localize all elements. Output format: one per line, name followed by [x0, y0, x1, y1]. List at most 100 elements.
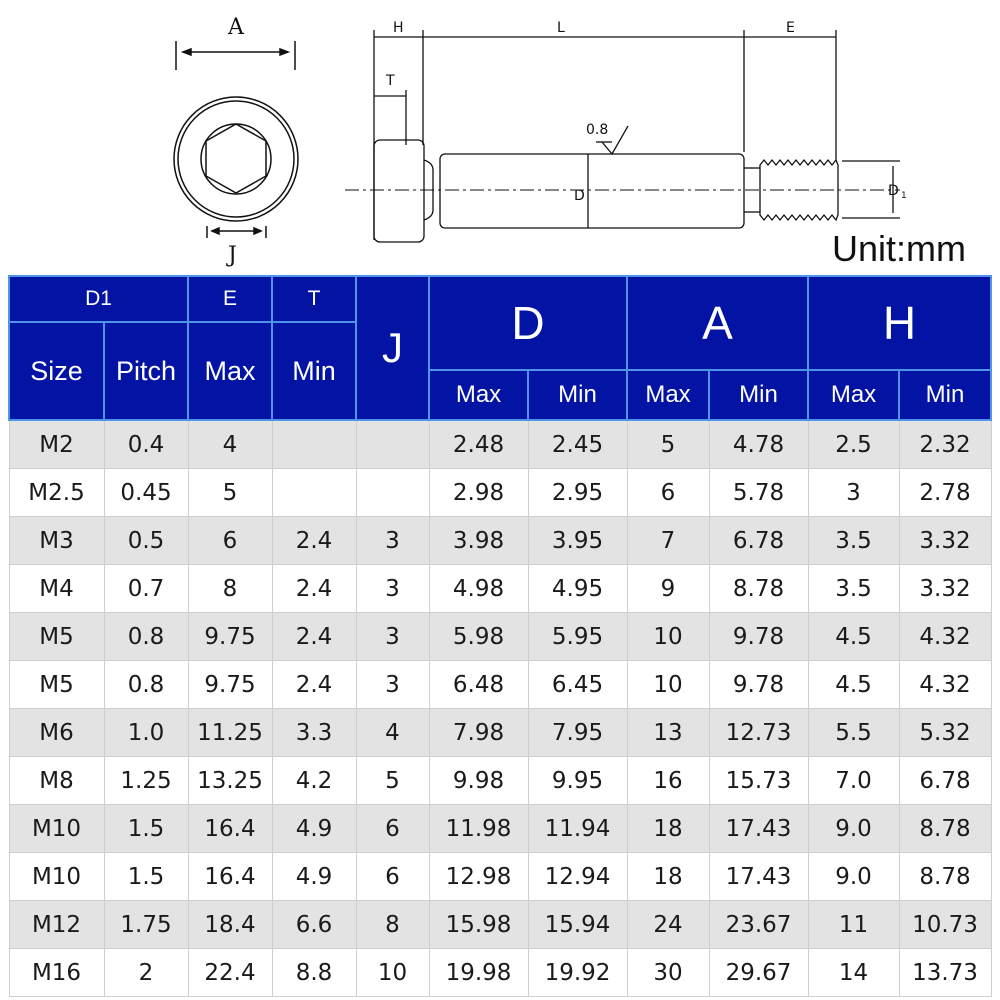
- cell-a-max: 6: [626, 468, 710, 517]
- cell-j: 5: [355, 756, 430, 805]
- spec-table: D1 E T J D A H Size Pitch Max Min Max Mi…: [8, 275, 992, 997]
- cell-a-min: 4.78: [708, 419, 809, 469]
- cell-size: M12: [8, 900, 105, 949]
- cell-d-min: 4.95: [527, 564, 628, 613]
- cell-a-max: 24: [626, 900, 710, 949]
- cell-t-min: 3.3: [271, 708, 357, 757]
- cell-a-min: 15.73: [708, 756, 809, 805]
- table-row: M2 0.4 4 2.48 2.45 5 4.78 2.5 2.32: [8, 419, 992, 469]
- cell-d-max: 3.98: [428, 516, 529, 565]
- side-view: [345, 30, 900, 243]
- cell-h-min: 2.78: [898, 468, 992, 517]
- cell-d-min: 2.45: [527, 419, 628, 469]
- cell-e-max: 5: [187, 468, 273, 517]
- header-h-min: Min: [898, 369, 992, 421]
- cell-a-min: 17.43: [708, 804, 809, 853]
- header-d-max: Max: [428, 369, 529, 421]
- unit-label: Unit:mm: [832, 228, 966, 269]
- cell-d-max: 12.98: [428, 852, 529, 901]
- cell-d-min: 9.95: [527, 756, 628, 805]
- header-a-max: Max: [626, 369, 710, 421]
- cell-h-min: 4.32: [898, 612, 992, 661]
- cell-size: M6: [8, 708, 105, 757]
- cell-t-min: 4.9: [271, 804, 357, 853]
- cell-e-max: 11.25: [187, 708, 273, 757]
- cell-h-min: 6.78: [898, 756, 992, 805]
- cell-t-min: [271, 468, 357, 517]
- cell-t-min: 4.9: [271, 852, 357, 901]
- cell-d-max: 15.98: [428, 900, 529, 949]
- cell-t-min: 4.2: [271, 756, 357, 805]
- table-row: M2.5 0.45 5 2.98 2.95 6 5.78 3 2.78: [8, 468, 992, 517]
- cell-size: M2: [8, 419, 105, 469]
- cell-j: 6: [355, 804, 430, 853]
- cell-pitch: 0.8: [103, 660, 189, 709]
- cell-h-min: 3.32: [898, 564, 992, 613]
- cell-d-max: 2.48: [428, 419, 529, 469]
- cell-t-min: 2.4: [271, 564, 357, 613]
- label-e: E: [786, 20, 795, 36]
- table-row: M5 0.8 9.75 2.4 3 5.98 5.95 10 9.78 4.5 4.32: [8, 612, 992, 661]
- cell-h-min: 3.32: [898, 516, 992, 565]
- cell-a-max: 10: [626, 612, 710, 661]
- header-d-min: Min: [527, 369, 628, 421]
- cell-h-max: 3.5: [807, 564, 900, 613]
- cell-h-max: 9.0: [807, 804, 900, 853]
- cell-a-max: 18: [626, 804, 710, 853]
- cell-d-max: 4.98: [428, 564, 529, 613]
- cell-pitch: 2: [103, 948, 189, 997]
- cell-j: 4: [355, 708, 430, 757]
- cell-d-min: 7.95: [527, 708, 628, 757]
- cell-d-max: 19.98: [428, 948, 529, 997]
- cell-d-max: 7.98: [428, 708, 529, 757]
- cell-size: M5: [8, 612, 105, 661]
- cell-h-min: 10.73: [898, 900, 992, 949]
- cell-a-max: 10: [626, 660, 710, 709]
- cell-size: M5: [8, 660, 105, 709]
- cell-t-min: 6.6: [271, 900, 357, 949]
- cell-a-max: 16: [626, 756, 710, 805]
- cell-a-max: 30: [626, 948, 710, 997]
- cell-a-min: 9.78: [708, 660, 809, 709]
- cell-t-min: 2.4: [271, 516, 357, 565]
- label-d1: D: [888, 183, 899, 199]
- header-pitch: Pitch: [103, 321, 189, 421]
- cell-a-min: 6.78: [708, 516, 809, 565]
- spec-table-body: M2 0.4 4 2.48 2.45 5 4.78 2.5 2.32 M2.5 0.45 5 2.98 2…: [8, 419, 992, 997]
- cell-h-min: 4.32: [898, 660, 992, 709]
- header-a: A: [626, 275, 809, 371]
- cell-h-max: 9.0: [807, 852, 900, 901]
- cell-d-min: 19.92: [527, 948, 628, 997]
- cell-pitch: 0.45: [103, 468, 189, 517]
- cell-pitch: 0.4: [103, 419, 189, 469]
- cell-a-max: 18: [626, 852, 710, 901]
- cell-d-min: 2.95: [527, 468, 628, 517]
- cell-pitch: 1.5: [103, 804, 189, 853]
- cell-h-min: 2.32: [898, 419, 992, 469]
- cell-h-max: 4.5: [807, 660, 900, 709]
- cell-e-max: 16.4: [187, 852, 273, 901]
- cell-h-max: 5.5: [807, 708, 900, 757]
- table-row: M10 1.5 16.4 4.9 6 11.98 11.94 18 17.43 9.0 8.78: [8, 804, 992, 853]
- cell-j: 3: [355, 564, 430, 613]
- cell-size: M16: [8, 948, 105, 997]
- cell-a-min: 12.73: [708, 708, 809, 757]
- label-d: D: [574, 188, 585, 204]
- cell-h-min: 5.32: [898, 708, 992, 757]
- cell-d-max: 5.98: [428, 612, 529, 661]
- cell-h-max: 11: [807, 900, 900, 949]
- cell-d-min: 3.95: [527, 516, 628, 565]
- cell-a-max: 7: [626, 516, 710, 565]
- cell-h-max: 3: [807, 468, 900, 517]
- cell-a-min: 5.78: [708, 468, 809, 517]
- cell-e-max: 22.4: [187, 948, 273, 997]
- cell-e-max: 6: [187, 516, 273, 565]
- label-j: J: [226, 243, 237, 268]
- cell-size: M3: [8, 516, 105, 565]
- table-row: M4 0.7 8 2.4 3 4.98 4.95 9 8.78 3.5 3.32: [8, 564, 992, 613]
- cell-e-max: 4: [187, 419, 273, 469]
- cell-a-min: 29.67: [708, 948, 809, 997]
- cell-j: 3: [355, 660, 430, 709]
- cell-d-min: 11.94: [527, 804, 628, 853]
- cell-j: 10: [355, 948, 430, 997]
